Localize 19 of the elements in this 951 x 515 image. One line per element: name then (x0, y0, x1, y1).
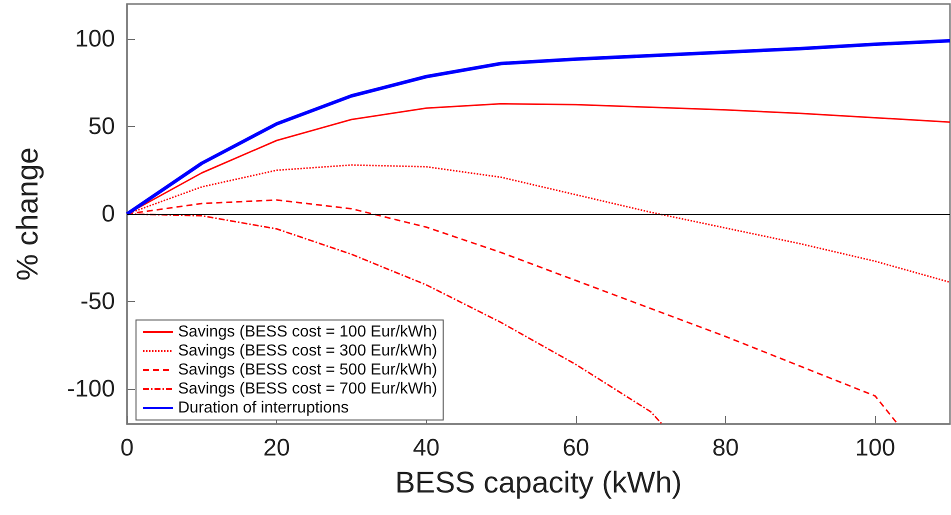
x-tick-label: 60 (562, 434, 590, 462)
x-tick-label: 100 (855, 434, 896, 462)
legend-label: Savings (BESS cost = 500 Eur/kWh) (178, 362, 438, 378)
x-axis-title: BESS capacity (kWh) (395, 466, 682, 500)
legend-label: Savings (BESS cost = 100 Eur/kWh) (178, 324, 438, 340)
y-tick-label: -50 (80, 288, 115, 315)
x-tick-label: 20 (263, 434, 290, 462)
y-tick-label: 50 (88, 113, 115, 140)
y-tick-label: -100 (66, 376, 115, 402)
legend-label: Duration of interruptions (178, 400, 349, 416)
x-tick-label: 40 (412, 434, 440, 462)
y-tick-label: 0 (102, 200, 115, 228)
y-tick-label: 100 (74, 26, 115, 52)
y-axis-title: % change (12, 147, 44, 281)
x-tick-label: 80 (712, 434, 739, 462)
legend-label: Savings (BESS cost = 700 Eur/kWh) (178, 380, 438, 398)
legend-label: Savings (BESS cost = 300 Eur/kWh) (178, 342, 438, 360)
line-series (125, 39, 951, 216)
x-tick-label: 0 (120, 434, 134, 462)
